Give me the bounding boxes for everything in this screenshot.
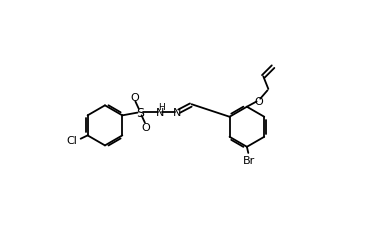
Text: S: S (137, 106, 145, 119)
Text: O: O (141, 123, 150, 133)
Text: O: O (130, 92, 139, 102)
Text: N: N (173, 108, 181, 117)
Text: Cl: Cl (67, 136, 78, 146)
Text: N: N (156, 108, 165, 117)
Text: H: H (158, 103, 165, 111)
Text: Br: Br (243, 155, 255, 166)
Text: O: O (254, 96, 263, 106)
